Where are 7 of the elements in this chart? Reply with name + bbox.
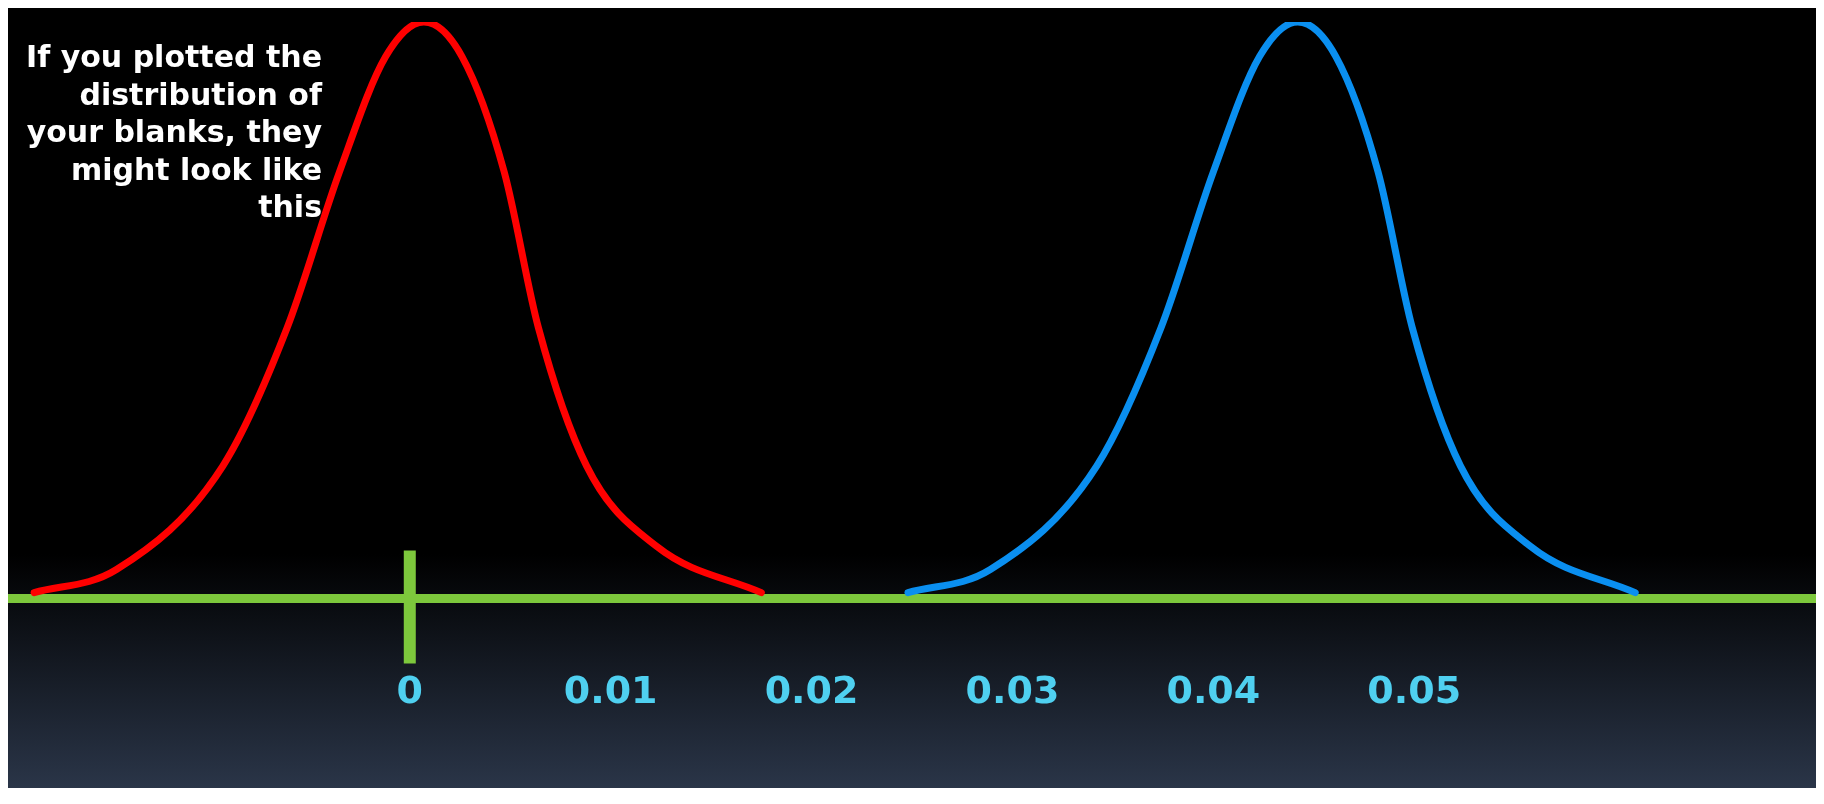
x-tick-label: 0.04 (1166, 668, 1261, 713)
annotation: If you plotted the distribution of your blanks, they might look like this (25, 38, 322, 226)
x-tick-label: 0.02 (764, 668, 859, 713)
x-tick-label: 0 (396, 668, 423, 713)
x-tick-label: 0.01 (563, 668, 658, 713)
x-tick-label: 0.05 (1367, 668, 1462, 713)
x-tick-label: 0.03 (965, 668, 1060, 713)
